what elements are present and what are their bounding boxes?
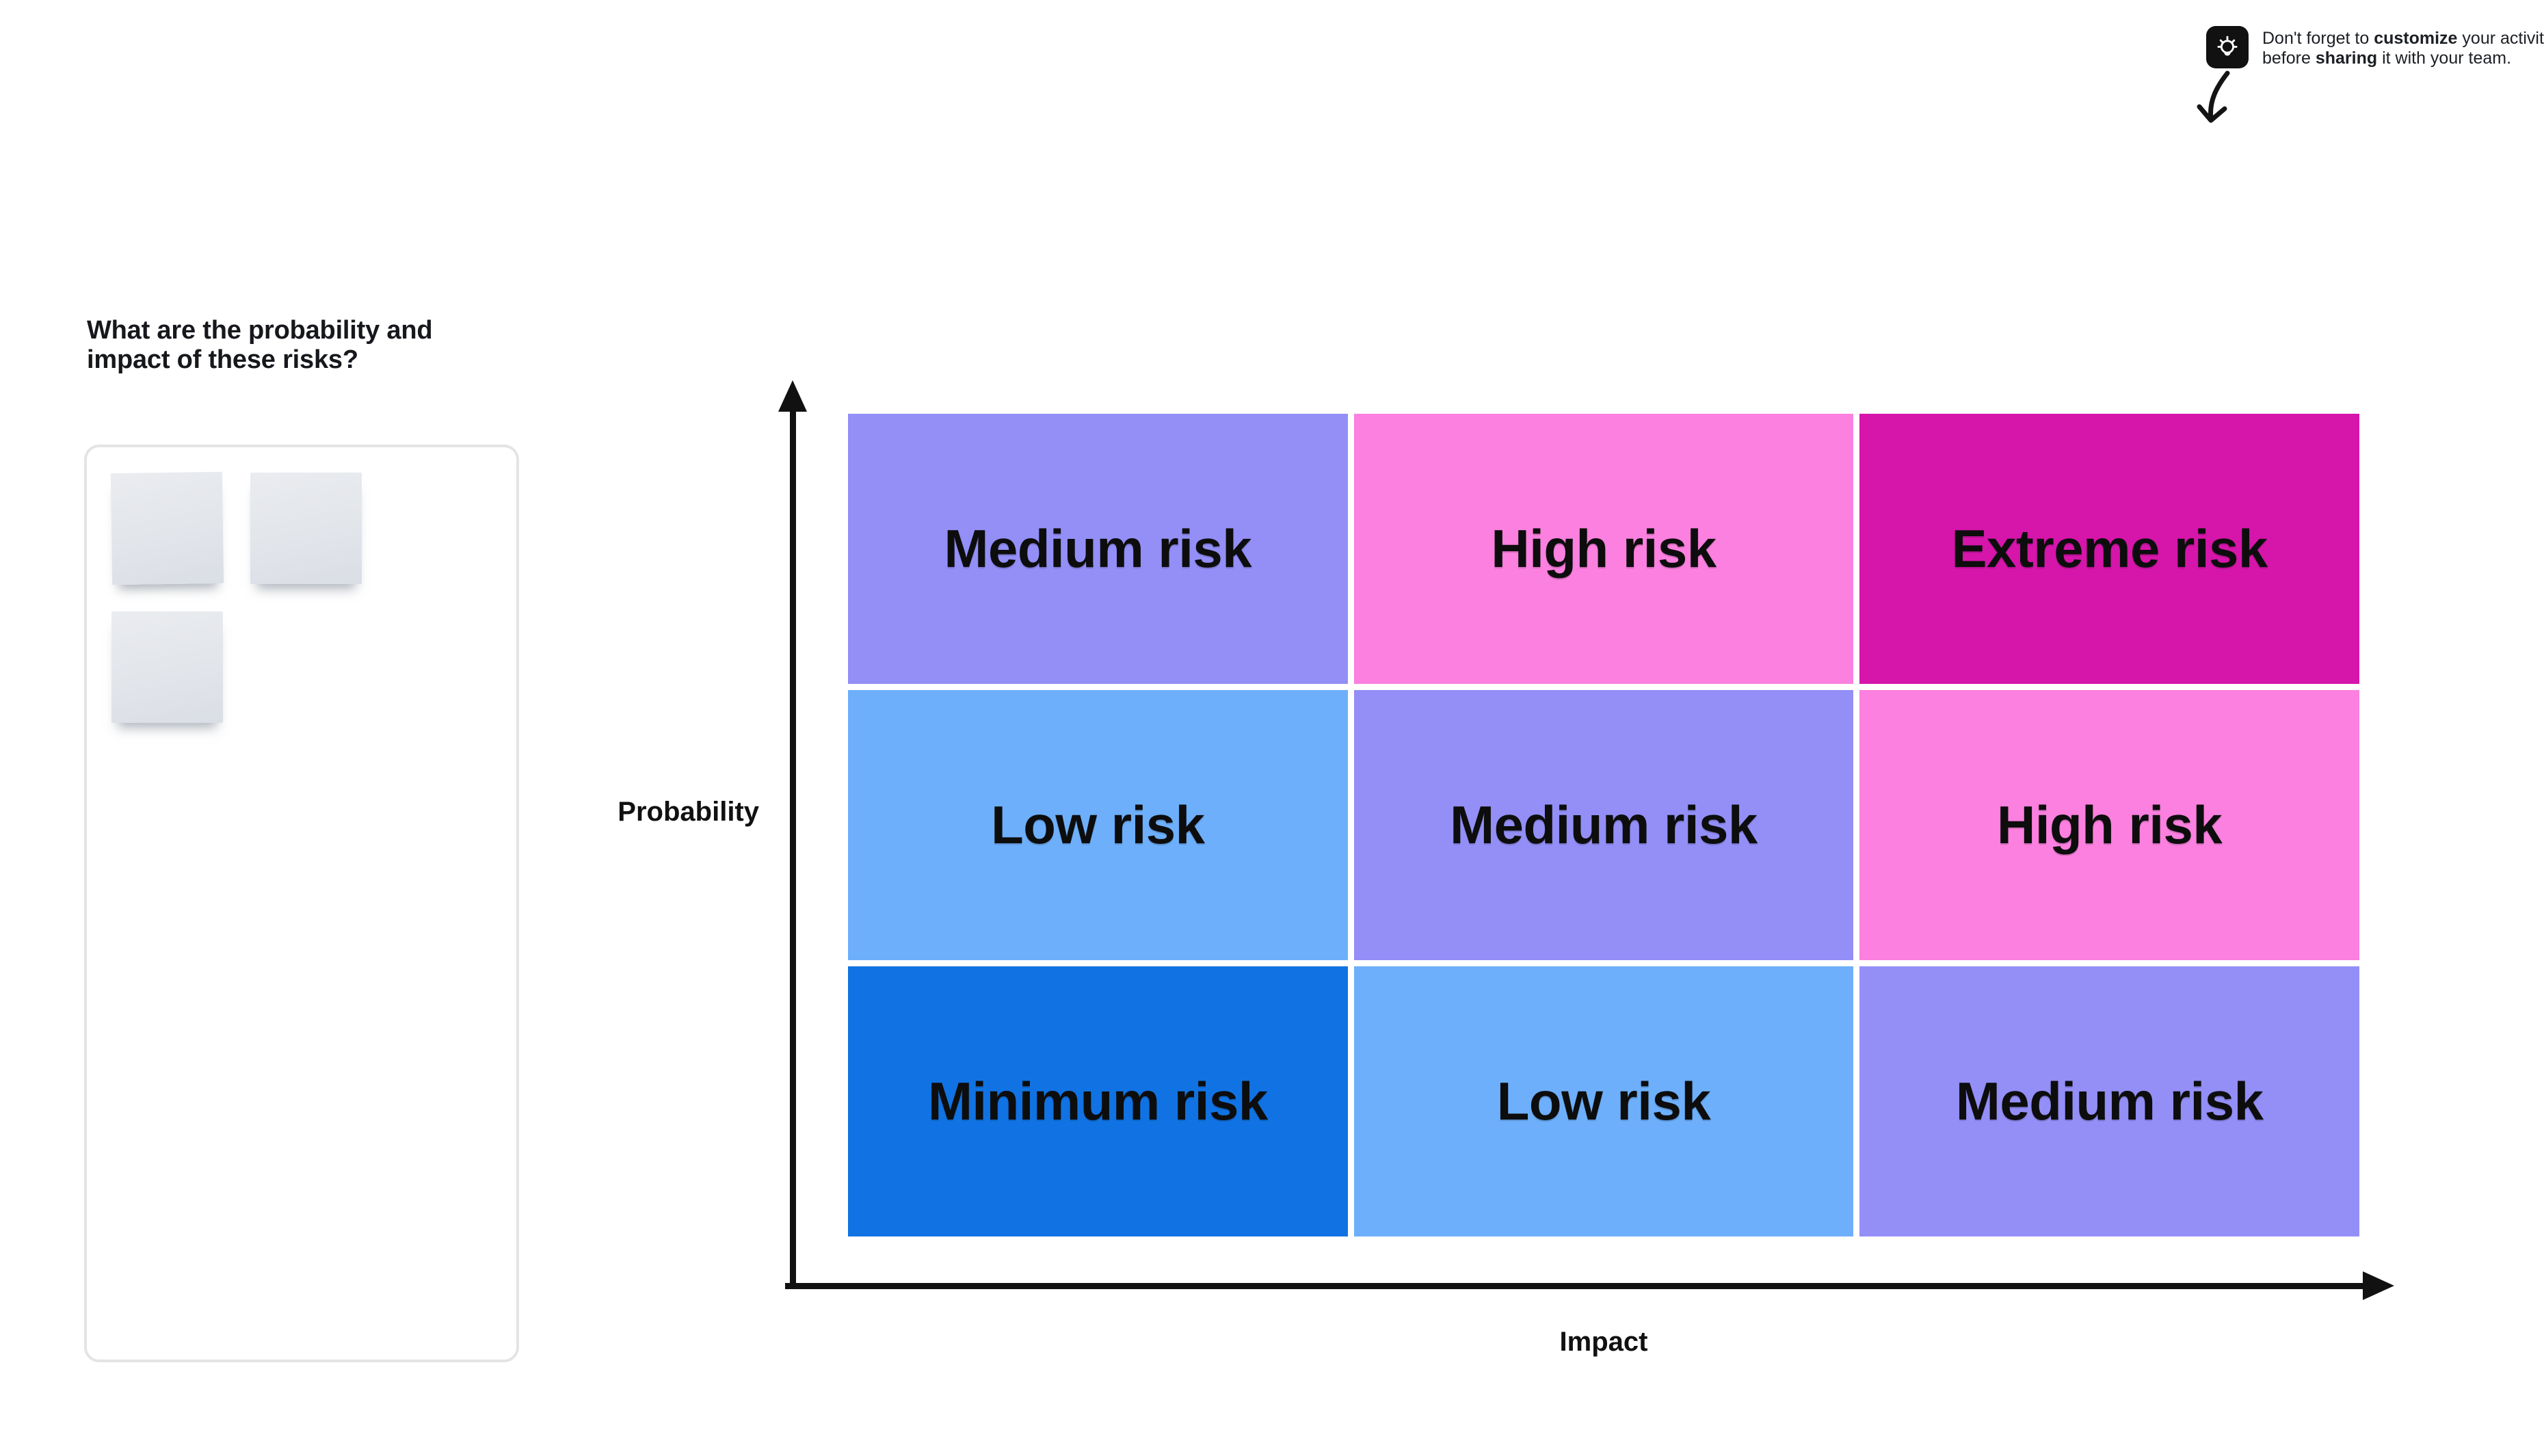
sticky-notes-frame[interactable] [84, 445, 519, 1362]
y-axis-label[interactable]: Probability [618, 797, 759, 827]
tip-text-line1: Don't forget to customize your activity [2262, 29, 2544, 48]
matrix-cell[interactable]: High risk [1859, 690, 2359, 960]
question-title[interactable]: What are the probability and impact of t… [87, 316, 433, 374]
matrix-cell-label: Extreme risk [1951, 518, 2268, 579]
risk-matrix: Medium risk High risk Extreme risk Low r… [848, 414, 2359, 1236]
matrix-cell-label: Low risk [1496, 1071, 1711, 1131]
sticky-note[interactable] [250, 473, 362, 584]
onboarding-tip: Don't forget to customize your activity … [2206, 26, 2544, 68]
matrix-cell[interactable]: Low risk [1353, 966, 1854, 1236]
matrix-cell-label: High risk [1491, 518, 1717, 579]
matrix-cell-label: High risk [1997, 795, 2223, 855]
matrix-cell-label: Low risk [991, 795, 1205, 855]
x-axis-label[interactable]: Impact [1559, 1327, 1648, 1357]
lightbulb-icon [2206, 26, 2249, 68]
y-axis-arrowhead-icon [778, 380, 807, 412]
matrix-cell[interactable]: Extreme risk [1859, 414, 2359, 684]
matrix-cell-label: Medium risk [944, 518, 1252, 579]
x-axis-arrowhead-icon [2363, 1271, 2394, 1300]
sticky-note[interactable] [111, 611, 223, 723]
matrix-cell[interactable]: Medium risk [1353, 690, 1854, 960]
tip-text: Don't forget to customize your activity … [2262, 29, 2544, 68]
matrix-cell[interactable]: Low risk [848, 690, 1348, 960]
matrix-cell[interactable]: Medium risk [1859, 966, 2359, 1236]
x-axis-line [785, 1283, 2364, 1289]
tip-text-line2: before sharing it with your team. [2262, 49, 2512, 68]
matrix-cell[interactable]: High risk [1353, 414, 1854, 684]
matrix-cell-label: Minimum risk [927, 1071, 1268, 1131]
matrix-cell-label: Medium risk [1450, 795, 1758, 855]
matrix-cell-label: Medium risk [1955, 1071, 2264, 1131]
matrix-cell[interactable]: Medium risk [848, 414, 1348, 684]
curved-arrow-doodle [2197, 70, 2230, 123]
sticky-note[interactable] [110, 471, 224, 585]
matrix-cell[interactable]: Minimum risk [848, 966, 1348, 1236]
y-axis-line [790, 409, 796, 1288]
